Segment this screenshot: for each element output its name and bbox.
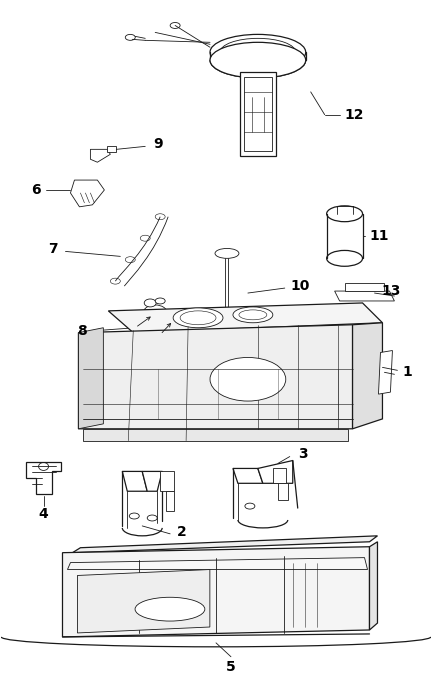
Polygon shape <box>63 547 369 637</box>
Polygon shape <box>79 325 353 429</box>
Polygon shape <box>166 491 174 511</box>
Ellipse shape <box>144 299 156 307</box>
Text: 4: 4 <box>39 507 48 521</box>
Text: 1: 1 <box>403 365 412 379</box>
Polygon shape <box>258 460 293 483</box>
Polygon shape <box>160 471 174 491</box>
Polygon shape <box>335 291 394 301</box>
Text: 7: 7 <box>48 242 57 256</box>
Polygon shape <box>142 471 162 491</box>
Polygon shape <box>67 558 368 570</box>
Ellipse shape <box>210 43 306 78</box>
Text: 11: 11 <box>370 229 389 242</box>
Polygon shape <box>79 328 103 429</box>
Text: 2: 2 <box>177 525 187 539</box>
Ellipse shape <box>252 335 268 346</box>
Ellipse shape <box>135 597 205 621</box>
Ellipse shape <box>327 250 362 266</box>
Text: 9: 9 <box>153 138 163 151</box>
Ellipse shape <box>233 307 273 323</box>
Text: 12: 12 <box>345 107 364 122</box>
Polygon shape <box>108 303 382 333</box>
Polygon shape <box>83 429 348 441</box>
Polygon shape <box>353 323 382 429</box>
Ellipse shape <box>143 305 167 321</box>
Polygon shape <box>70 180 105 207</box>
Polygon shape <box>345 283 384 291</box>
Ellipse shape <box>210 358 286 401</box>
Ellipse shape <box>155 298 165 304</box>
Ellipse shape <box>215 248 239 259</box>
Text: 13: 13 <box>382 284 401 298</box>
Ellipse shape <box>210 34 306 70</box>
Polygon shape <box>278 483 288 500</box>
Polygon shape <box>73 536 378 553</box>
Polygon shape <box>77 570 210 633</box>
Polygon shape <box>25 462 61 494</box>
Text: 3: 3 <box>298 447 308 460</box>
Text: 5: 5 <box>226 659 236 674</box>
Ellipse shape <box>327 206 362 221</box>
Polygon shape <box>122 471 147 491</box>
Ellipse shape <box>165 312 185 324</box>
Polygon shape <box>107 146 116 153</box>
Polygon shape <box>369 542 378 630</box>
Text: 8: 8 <box>78 324 87 338</box>
Polygon shape <box>378 350 392 394</box>
Polygon shape <box>213 341 253 348</box>
Text: 10: 10 <box>290 279 309 293</box>
Polygon shape <box>90 149 110 162</box>
Text: 6: 6 <box>31 183 41 197</box>
Polygon shape <box>273 468 286 483</box>
Ellipse shape <box>173 308 223 328</box>
Polygon shape <box>233 468 263 483</box>
Polygon shape <box>244 77 272 151</box>
Polygon shape <box>240 72 276 157</box>
